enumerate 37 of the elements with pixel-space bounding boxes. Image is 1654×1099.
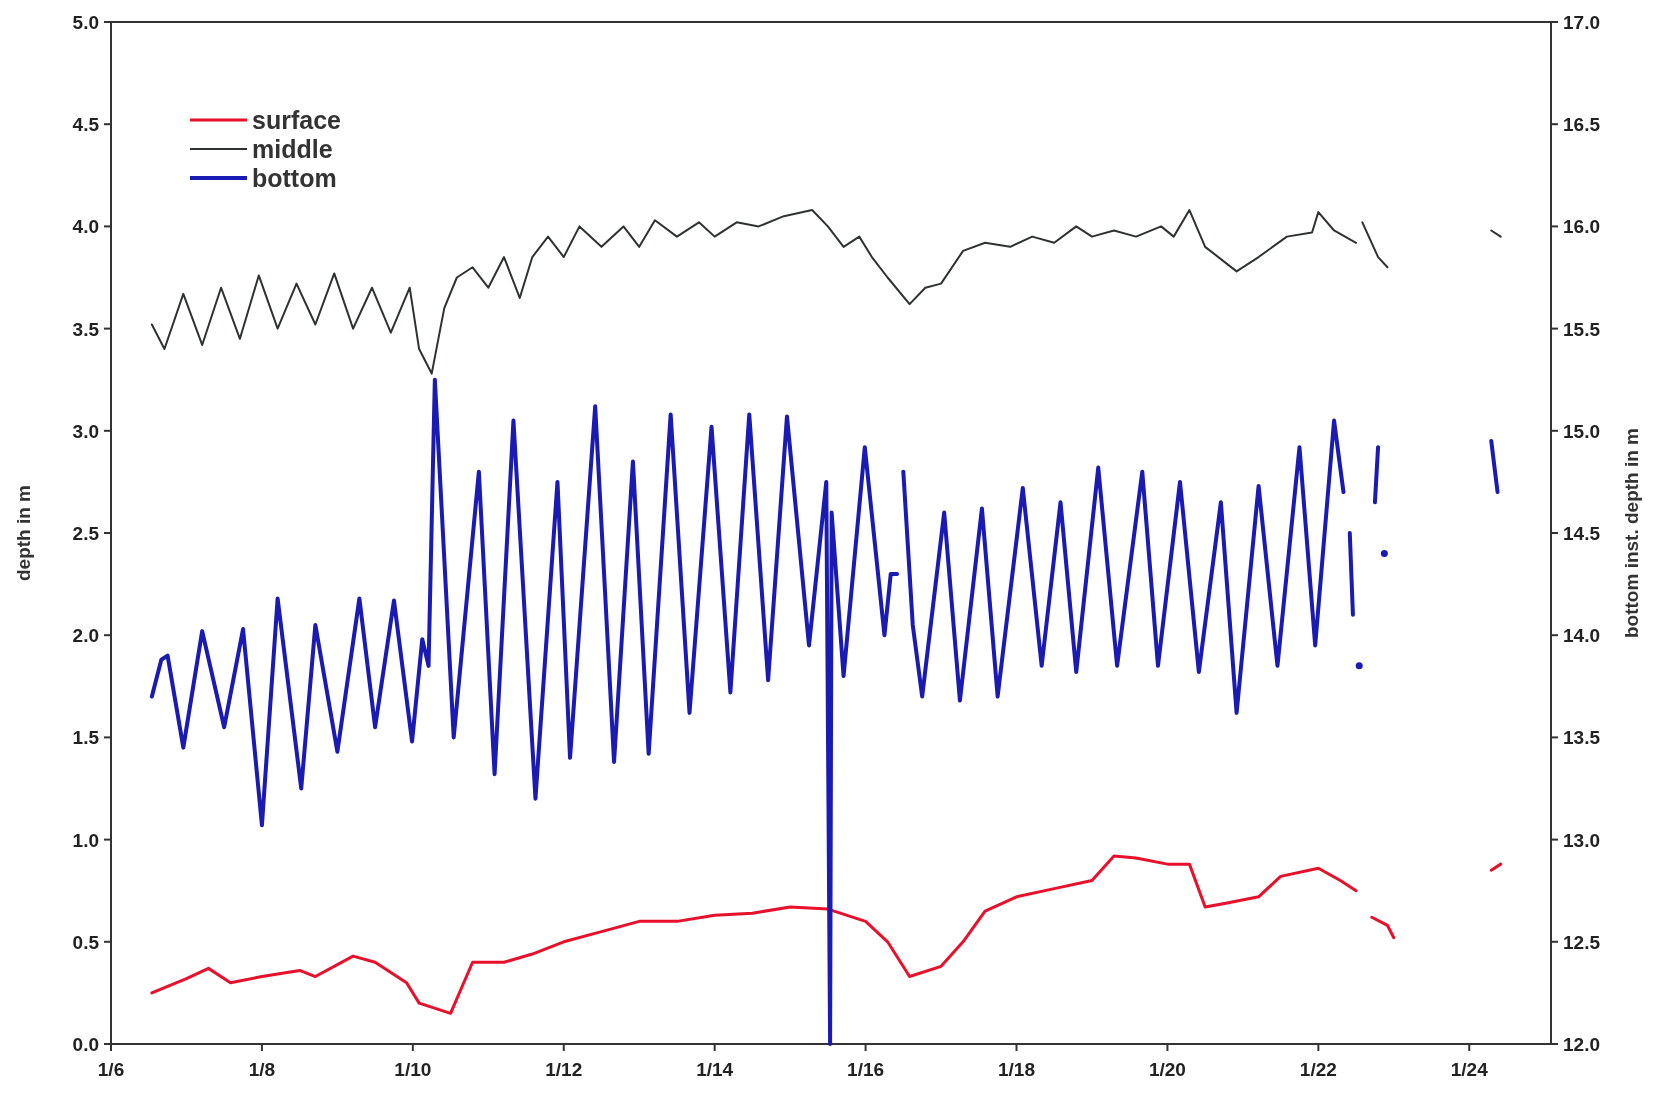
y-tick-label: 3.0 <box>72 420 99 442</box>
x-tick-label: 1/14 <box>696 1059 734 1080</box>
y2-tick-label: 16.5 <box>1563 114 1601 136</box>
y2-tick-label: 13.5 <box>1563 727 1601 749</box>
y-tick-label: 1.0 <box>72 829 99 851</box>
y-tick-label: 4.0 <box>72 216 99 238</box>
legend-label: surface <box>252 106 342 134</box>
y2-tick-label: 15.0 <box>1563 420 1600 442</box>
y2-axis-title: bottom inst. depth in m <box>1621 427 1642 639</box>
x-tick-label: 1/10 <box>394 1059 432 1080</box>
y2-tick-label: 14.5 <box>1563 523 1601 544</box>
x-tick-label: 1/12 <box>545 1059 583 1080</box>
y2-tick-label: 12.5 <box>1563 931 1601 953</box>
y2-tick-label: 15.5 <box>1563 318 1601 340</box>
legend-label: bottom <box>252 164 337 192</box>
y2-tick-label: 17.0 <box>1563 12 1600 33</box>
y-tick-label: 4.5 <box>72 114 100 136</box>
x-tick-label: 1/24 <box>1450 1059 1489 1080</box>
x-tick-label: 1/22 <box>1299 1059 1337 1080</box>
y2-tick-label: 12.0 <box>1563 1034 1600 1055</box>
x-tick-label: 1/8 <box>248 1059 276 1080</box>
y-axis-title: depth in m <box>13 484 34 582</box>
x-tick-label: 1/16 <box>847 1059 885 1080</box>
y2-tick-label: 16.0 <box>1563 216 1600 238</box>
x-tick-label: 1/20 <box>1148 1059 1186 1080</box>
y-tick-label: 2.0 <box>72 625 99 647</box>
y-tick-label: 2.5 <box>72 523 100 544</box>
y2-tick-label: 13.0 <box>1563 829 1600 851</box>
y-tick-label: 5.0 <box>72 12 99 33</box>
x-tick-label: 1/6 <box>97 1059 125 1080</box>
legend-label: middle <box>252 135 333 163</box>
y-tick-label: 0.0 <box>72 1034 99 1055</box>
y-tick-label: 0.5 <box>72 931 100 953</box>
y-tick-label: 1.5 <box>72 727 100 749</box>
x-tick-label: 1/18 <box>998 1059 1035 1080</box>
y2-tick-label: 14.0 <box>1563 625 1600 647</box>
y-tick-label: 3.5 <box>72 318 100 340</box>
